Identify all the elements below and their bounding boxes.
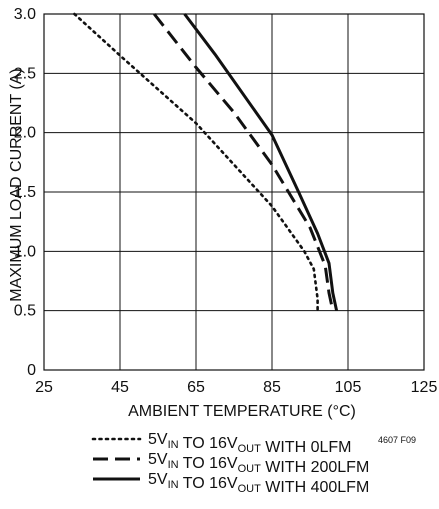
series-line-solid [183, 13, 339, 312]
legend-item: 5VIN TO 16VOUT WITH 0LFM [91, 431, 351, 456]
grid-layer [43, 13, 425, 371]
x-tick-label: 85 [263, 379, 281, 396]
legend-text-part: 5V [148, 471, 168, 488]
legend-text-part: 5V [148, 451, 168, 468]
legend-text-part: TO 16V [179, 435, 238, 452]
x-tick-label: 125 [411, 379, 438, 396]
x-axis-title: AMBIENT TEMPERATURE (°C) [128, 403, 356, 420]
x-tick-label: 25 [35, 379, 53, 396]
legend-text-part: WITH 200LFM [261, 459, 369, 476]
legend-subscript: IN [168, 459, 179, 471]
legend-text-part: TO 16V [179, 475, 238, 492]
series-line-dotted [73, 12, 319, 312]
x-tick-label: 65 [187, 379, 205, 396]
y-tick-label: 1.0 [14, 243, 36, 260]
legend-label: 5VIN TO 16VOUT WITH 400LFM [148, 471, 369, 496]
plot-frame [43, 13, 425, 371]
legend-subscript: IN [168, 479, 179, 491]
legend-subscript: OUT [238, 483, 262, 495]
legend-label: 5VIN TO 16VOUT WITH 200LFM [148, 451, 369, 476]
series-line-dashed [153, 13, 335, 312]
legend-text-part: WITH 0LFM [261, 439, 352, 456]
legend-text-part: 5V [148, 431, 168, 448]
legend-item: 5VIN TO 16VOUT WITH 200LFM [93, 451, 369, 476]
x-tick-label: 105 [335, 379, 362, 396]
y-tick-label: 1.5 [14, 184, 36, 201]
figure-id-label: 4607 F09 [378, 435, 416, 445]
series-layer [73, 12, 339, 312]
legend-item: 5VIN TO 16VOUT WITH 400LFM [93, 471, 369, 496]
legend-subscript: OUT [238, 463, 262, 475]
legend-text-part: TO 16V [179, 455, 238, 472]
y-tick-label: 2.0 [14, 125, 36, 142]
x-tick-label: 45 [111, 379, 129, 396]
tick-label-layer: 25 45 65 85 105 125 0 0.5 1.0 1.5 2.0 2.5 3.0 [14, 6, 438, 396]
legend-label: 5VIN TO 16VOUT WITH 0LFM [148, 431, 351, 456]
y-tick-label: 2.5 [14, 65, 36, 82]
y-tick-label: 3.0 [14, 6, 36, 23]
legend-subscript: OUT [238, 443, 262, 455]
legend-subscript: IN [168, 439, 179, 451]
legend-text-part: WITH 400LFM [261, 479, 369, 496]
y-axis-title: MAXIMUM LOAD CURRENT (A) [8, 68, 25, 302]
y-tick-label: 0 [27, 362, 36, 379]
y-tick-label: 0.5 [14, 303, 36, 320]
